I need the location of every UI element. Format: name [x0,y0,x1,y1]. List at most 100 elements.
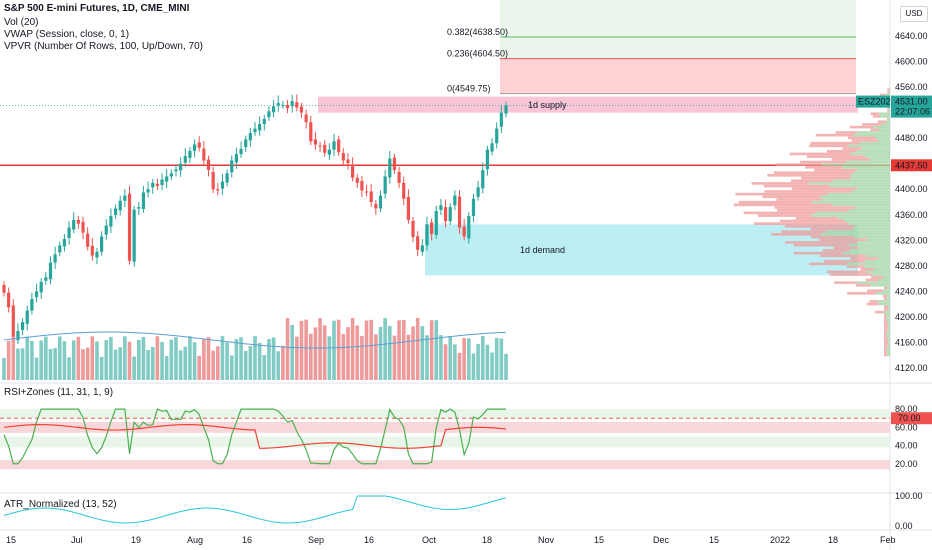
volume-bar [360,335,364,380]
symbol-tag-label: ESZ2021 [858,97,896,107]
vpvr-up-row [820,195,890,199]
volume-bar [243,350,248,380]
candle-body [127,193,132,261]
vpvr-down-row [849,125,873,129]
vpvr-down-row [784,225,855,228]
vpvr-down-row [860,267,875,271]
candle-body [248,133,252,141]
vpvr-down-row [814,168,858,172]
last-price-label: 4531.00 [895,97,928,107]
volume-bar [443,344,448,380]
vpvr-up-row [887,353,890,357]
vpvr-up-row [833,179,890,183]
currency-button[interactable]: USD [900,6,928,22]
fib-label: 0.236(4604.50) [447,49,508,59]
vpvr-down-row [827,270,866,274]
candle-body [76,219,80,224]
atr-legend[interactable]: ATR_Normalized (13, 52) [4,499,117,510]
vpvr-up-row [878,139,890,142]
candle-body [299,106,304,113]
volume-bar [281,345,285,380]
vpvr-down-row [887,117,889,121]
candle-body [25,310,29,324]
candle-body [220,181,225,189]
vpvr-up-row [887,321,890,325]
vpvr-down-row [865,278,878,282]
vpvr-down-row [870,128,880,132]
vwap-legend[interactable]: VWAP (Session, close, 0, 1) [4,29,130,40]
vpvr-up-row [854,235,890,239]
vpvr-down-row [830,273,872,276]
price-tick-label: 4320.00 [895,235,928,245]
vpvr-down-row [884,329,887,333]
price-tick-label: 4200.00 [895,312,928,322]
volume-bar [234,339,239,380]
volume-bar [160,341,164,380]
vpvr-down-row [884,318,887,322]
candle-body [281,104,285,106]
volume-bar [406,334,411,380]
candle-body [425,224,429,246]
atr-tick-label: 0.00 [895,521,913,531]
vpvr-down-row [884,313,887,317]
vpvr-up-row [887,326,890,330]
candle-body [360,180,364,191]
volume-bar [494,337,499,380]
price-tick-label: 4640.00 [895,31,928,41]
candle-body [313,139,318,145]
volume-bar [113,349,118,380]
vpvr-down-row [822,249,851,252]
vpvr-down-row [815,133,854,137]
candle-body [323,144,327,153]
vpvr-down-row [743,211,816,215]
vpvr-up-row [889,88,890,91]
vpvr-up-row [888,117,890,121]
vpvr-down-row [884,348,887,351]
vpvr-down-row [831,157,870,161]
volume-bar [364,320,369,380]
vpvr-down-row [842,147,862,150]
vpvr-legend[interactable]: VPVR (Number Of Rows, 100, Up/Down, 70) [4,41,203,52]
time-tick-label: 2022 [770,535,790,545]
candle-body [113,208,118,216]
vpvr-up-row [880,115,890,118]
vpvr-up-row [831,203,890,207]
candle-body [197,142,201,148]
volume-bar [11,336,16,380]
volume-bar [285,318,290,380]
rsi-legend[interactable]: RSI+Zones (11, 31, 1, 9) [4,387,114,398]
vpvr-up-row [821,163,890,166]
volume-bar [411,326,415,380]
vpvr-up-row [886,297,890,301]
candle-body [346,159,350,164]
volume-bar [39,340,43,380]
vpvr-down-row [884,308,889,311]
vpvr-up-row [886,348,890,351]
volume-bar [141,336,146,380]
volume-bar [485,344,490,380]
vol-legend[interactable]: Vol (20) [4,17,39,28]
candle-body [462,226,466,237]
vpvr-down-row [884,305,888,309]
candle-body [137,207,141,209]
vpvr-up-row [869,157,890,161]
vpvr-down-row [733,203,832,207]
vpvr-down-row [775,163,822,166]
volume-bar [308,333,313,380]
candle-body [244,139,248,148]
vpvr-down-row [835,131,858,134]
candle-body [416,236,420,250]
vpvr-up-row [848,208,890,212]
volume-bar [34,357,39,380]
vpvr-up-row [850,174,890,177]
volume-bar [290,325,294,380]
vpvr-down-row [870,112,879,115]
labels-layer: 0.382(4638.50) 0.236(4604.50) 0(4549.75) 1d… [447,27,932,425]
vpvr-up-row [874,267,890,271]
vpvr-down-row [810,141,860,145]
candle-body [151,182,155,188]
vpvr-up-row [850,152,890,156]
vpvr-up-row [810,214,890,217]
vpvr-down-row [871,275,884,279]
